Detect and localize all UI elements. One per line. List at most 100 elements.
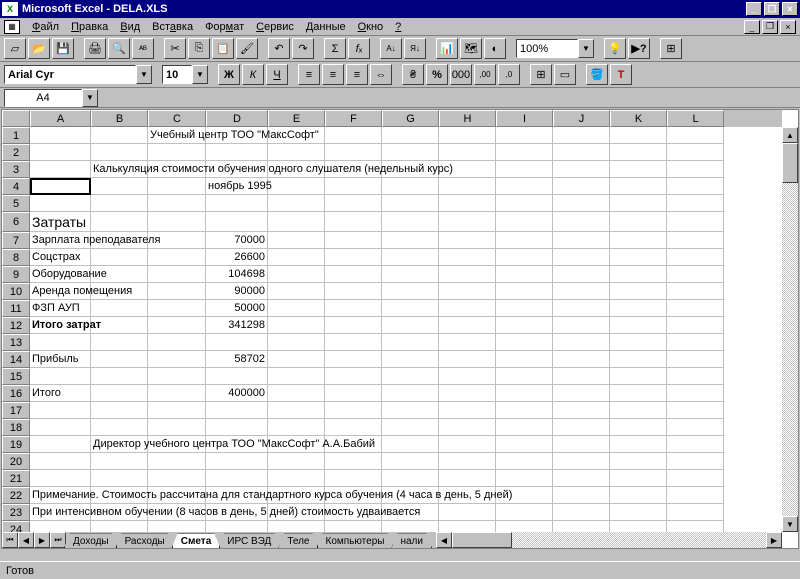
cell-A17[interactable] [30, 402, 91, 419]
scroll-down-button[interactable]: ▼ [782, 516, 798, 532]
cell-A15[interactable] [30, 368, 91, 385]
cell-K14[interactable] [610, 351, 667, 368]
cell-L3[interactable] [667, 161, 724, 178]
cell-J15[interactable] [553, 368, 610, 385]
row-header-5[interactable]: 5 [2, 195, 30, 212]
cell-G4[interactable] [382, 178, 439, 195]
cell-C2[interactable] [148, 144, 206, 161]
cell-J18[interactable] [553, 419, 610, 436]
cell-I17[interactable] [496, 402, 553, 419]
cell-A6[interactable]: Затраты [30, 212, 91, 232]
dec-decimal-button[interactable]: ,0 [498, 64, 520, 85]
cell-D20[interactable] [206, 453, 268, 470]
align-center-button[interactable]: ≡ [322, 64, 344, 85]
cell-A20[interactable] [30, 453, 91, 470]
open-button[interactable]: 📂 [28, 38, 50, 59]
cell-I13[interactable] [496, 334, 553, 351]
cell-K7[interactable] [610, 232, 667, 249]
cell-E6[interactable] [268, 212, 325, 232]
cell-G7[interactable] [382, 232, 439, 249]
cell-B20[interactable] [91, 453, 148, 470]
row-header-11[interactable]: 11 [2, 300, 30, 317]
col-header-L[interactable]: L [667, 110, 724, 127]
cell-C21[interactable] [148, 470, 206, 487]
cell-J8[interactable] [553, 249, 610, 266]
cell-C4[interactable] [148, 178, 206, 195]
cell-L9[interactable] [667, 266, 724, 283]
cell-J7[interactable] [553, 232, 610, 249]
cell-G18[interactable] [382, 419, 439, 436]
cell-E21[interactable] [268, 470, 325, 487]
cell-E10[interactable] [268, 283, 325, 300]
cell-H19[interactable] [439, 436, 496, 453]
col-header-J[interactable]: J [553, 110, 610, 127]
cell-J14[interactable] [553, 351, 610, 368]
cell-A7[interactable]: Зарплата преподавателя [30, 232, 91, 249]
cell-E7[interactable] [268, 232, 325, 249]
cell-I21[interactable] [496, 470, 553, 487]
align-right-button[interactable]: ≡ [346, 64, 368, 85]
cell-K4[interactable] [610, 178, 667, 195]
cell-G10[interactable] [382, 283, 439, 300]
cell-A13[interactable] [30, 334, 91, 351]
cell-L15[interactable] [667, 368, 724, 385]
cell-C14[interactable] [148, 351, 206, 368]
cell-I11[interactable] [496, 300, 553, 317]
cell-J2[interactable] [553, 144, 610, 161]
row-header-7[interactable]: 7 [2, 232, 30, 249]
paste-button[interactable]: 📋 [212, 38, 234, 59]
cut-button[interactable]: ✂ [164, 38, 186, 59]
cell-I3[interactable] [496, 161, 553, 178]
print-button[interactable]: 🖨 [84, 38, 106, 59]
cell-I7[interactable] [496, 232, 553, 249]
cell-G19[interactable] [382, 436, 439, 453]
cell-L18[interactable] [667, 419, 724, 436]
row-header-20[interactable]: 20 [2, 453, 30, 470]
cell-A22[interactable]: Примечание. Стоимость рассчитана для ста… [30, 487, 91, 504]
cell-C9[interactable] [148, 266, 206, 283]
spell-button[interactable]: ᴬᴮ [132, 38, 154, 59]
cell-L10[interactable] [667, 283, 724, 300]
font-combo[interactable]: ▼ [4, 65, 152, 84]
menu-Формат[interactable]: Формат [199, 20, 250, 34]
row-header-17[interactable]: 17 [2, 402, 30, 419]
tab-first-button[interactable]: ⏮ [2, 532, 18, 548]
cell-J19[interactable] [553, 436, 610, 453]
cell-K11[interactable] [610, 300, 667, 317]
cell-E17[interactable] [268, 402, 325, 419]
cell-J20[interactable] [553, 453, 610, 470]
cell-L20[interactable] [667, 453, 724, 470]
help-button[interactable]: ▶? [628, 38, 650, 59]
cell-F11[interactable] [325, 300, 382, 317]
cell-G24[interactable] [382, 521, 439, 532]
scroll-right-button[interactable]: ▶ [766, 532, 782, 548]
underline-button[interactable]: Ч [266, 64, 288, 85]
cell-H24[interactable] [439, 521, 496, 532]
cell-A10[interactable]: Аренда помещения [30, 283, 91, 300]
cell-H4[interactable] [439, 178, 496, 195]
cell-A5[interactable] [30, 195, 91, 212]
cell-H2[interactable] [439, 144, 496, 161]
cell-J3[interactable] [553, 161, 610, 178]
cell-L17[interactable] [667, 402, 724, 419]
cell-E4[interactable] [268, 178, 325, 195]
cell-H16[interactable] [439, 385, 496, 402]
cell-F4[interactable] [325, 178, 382, 195]
sheet-tab-нали[interactable]: нали [391, 533, 432, 548]
cell-K15[interactable] [610, 368, 667, 385]
close-button[interactable]: × [782, 2, 798, 16]
cell-H14[interactable] [439, 351, 496, 368]
cell-H6[interactable] [439, 212, 496, 232]
col-header-A[interactable]: A [30, 110, 91, 127]
cell-E11[interactable] [268, 300, 325, 317]
cell-A3[interactable] [30, 161, 91, 178]
cell-K12[interactable] [610, 317, 667, 334]
row-header-3[interactable]: 3 [2, 161, 30, 178]
cell-J12[interactable] [553, 317, 610, 334]
cell-I12[interactable] [496, 317, 553, 334]
redo-button[interactable]: ↷ [292, 38, 314, 59]
cell-C13[interactable] [148, 334, 206, 351]
cell-J11[interactable] [553, 300, 610, 317]
cell-L1[interactable] [667, 127, 724, 144]
cell-I19[interactable] [496, 436, 553, 453]
